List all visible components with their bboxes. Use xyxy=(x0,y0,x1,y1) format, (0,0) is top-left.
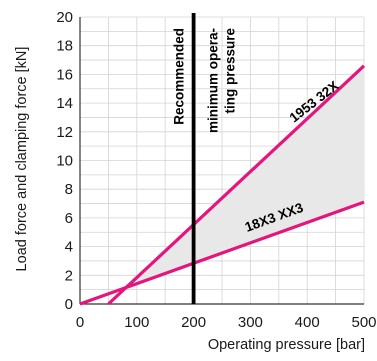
y-tick-label: 20 xyxy=(56,9,73,26)
y-tick-label: 12 xyxy=(56,124,73,141)
y-tick-label: 14 xyxy=(56,95,73,112)
x-tick-label: 100 xyxy=(124,314,149,331)
series-group xyxy=(79,64,366,306)
x-tick-label: 200 xyxy=(181,314,206,331)
x-axis-label: Operating pressure [bar] xyxy=(208,337,365,353)
series-line-1 xyxy=(79,200,365,306)
y-tick-label: 10 xyxy=(56,153,73,170)
y-axis-label: Load force and clamping force [kN] xyxy=(14,47,30,272)
x-tick-label: 500 xyxy=(351,314,376,331)
y-tick-label: 18 xyxy=(56,38,73,55)
reference-annotation-right-0: minimum opera- xyxy=(206,28,221,133)
axis-labels: Operating pressure [bar] Load force and … xyxy=(14,47,365,353)
series-line-0 xyxy=(107,64,366,306)
x-tick-label: 300 xyxy=(238,314,263,331)
y-tick-label: 4 xyxy=(65,239,73,256)
y-tick-label: 16 xyxy=(56,66,73,83)
y-tick-label: 0 xyxy=(65,296,73,313)
axes xyxy=(79,17,364,305)
tick-labels: 0 100 200 300 400 500 0 2 4 6 8 10 12 14 16 18 20 xyxy=(56,9,376,331)
reference-annotation-right-1: ting pressure xyxy=(223,28,238,114)
reference-annotation-left: Recommended xyxy=(172,28,187,125)
y-tick-label: 2 xyxy=(65,267,73,284)
x-tick-label: 0 xyxy=(76,314,84,331)
x-tick-label: 400 xyxy=(295,314,320,331)
y-tick-label: 8 xyxy=(65,181,73,198)
y-tick-label: 6 xyxy=(65,210,73,227)
reference-line-group: Recommended minimum opera-ting pressure xyxy=(172,13,238,304)
